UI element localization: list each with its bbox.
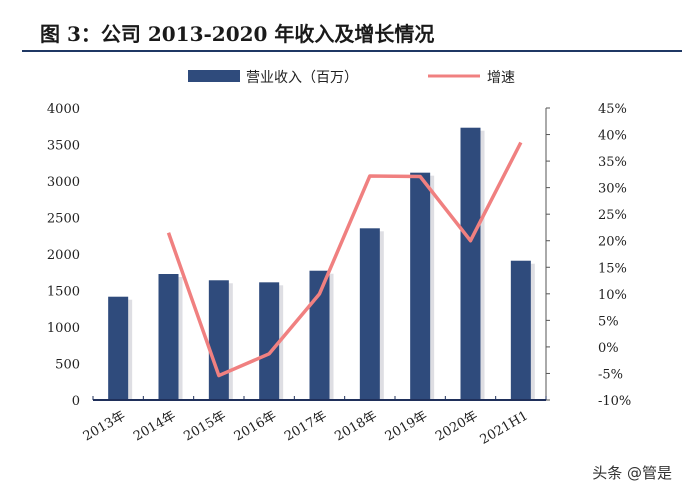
right-axis-tick-label: 10% [598,288,627,303]
x-axis-tick-label: 2021H1 [478,408,531,447]
legend-swatch-revenue [188,70,240,82]
bar-revenue-2015年 [208,280,229,400]
left-axis-tick-label: 0 [72,394,80,409]
x-axis-tick-label: 2013年 [81,408,128,444]
x-axis-tick-label: 2020年 [433,408,480,444]
right-axis-tick-label: 35% [598,155,627,170]
right-axis-tick-label: 0% [598,341,619,356]
left-axis-tick-label: 1000 [47,321,80,336]
bar-revenue-2016年 [259,282,280,400]
x-axis-tick-label: 2016年 [232,408,279,444]
x-axis-tick-label: 2015年 [181,408,228,444]
x-axis-tick-label: 2014年 [131,408,178,444]
x-axis-tick-label: 2018年 [332,408,379,444]
bar-revenue-2013年 [108,296,129,400]
right-axis-tick-label: 45% [598,102,627,117]
left-axis-tick-label: 2500 [47,212,80,227]
bar-revenue-2018年 [359,228,380,400]
left-axis-tick-label: 2000 [47,248,80,263]
left-axis-tick-label: 3500 [47,139,80,154]
growth-line [166,141,523,378]
right-axis-tick-label: 15% [598,261,627,276]
left-axis-tick-label: 1500 [47,285,80,300]
left-axis-tick-label: 4000 [47,102,80,117]
legend: 营业收入（百万） 增速 [188,70,515,86]
x-axis-tick-label: 2017年 [282,408,329,444]
bar-revenue-2019年 [410,172,431,400]
bar-revenue-2021H1 [510,260,531,400]
left-axis-tick-label: 500 [55,358,80,373]
left-axis-tick-label: 3000 [47,175,80,190]
right-axis-tick-label: 40% [598,129,627,144]
right-axis-tick-label: -5% [598,367,623,382]
watermark: 头条 @管是 [592,464,672,482]
x-axis-tick-label: 2019年 [383,408,430,444]
bar-revenue-2014年 [158,274,179,400]
right-axis-tick-label: 25% [598,208,627,223]
right-axis-tick-label: 5% [598,314,619,329]
right-axis-tick-label: 20% [598,235,627,250]
right-axis-tick-label: 30% [598,182,627,197]
legend-label-growth: 增速 [487,70,515,86]
title-underline [22,50,682,52]
legend-label-revenue: 营业收入（百万） [246,70,358,86]
right-axis-tick-label: -10% [598,394,631,409]
bar-revenue-2020年 [460,127,481,401]
bar-revenue-2017年 [309,270,330,400]
figure-title: 图 3：公司 2013-2020 年收入及增长情况 [40,22,435,46]
